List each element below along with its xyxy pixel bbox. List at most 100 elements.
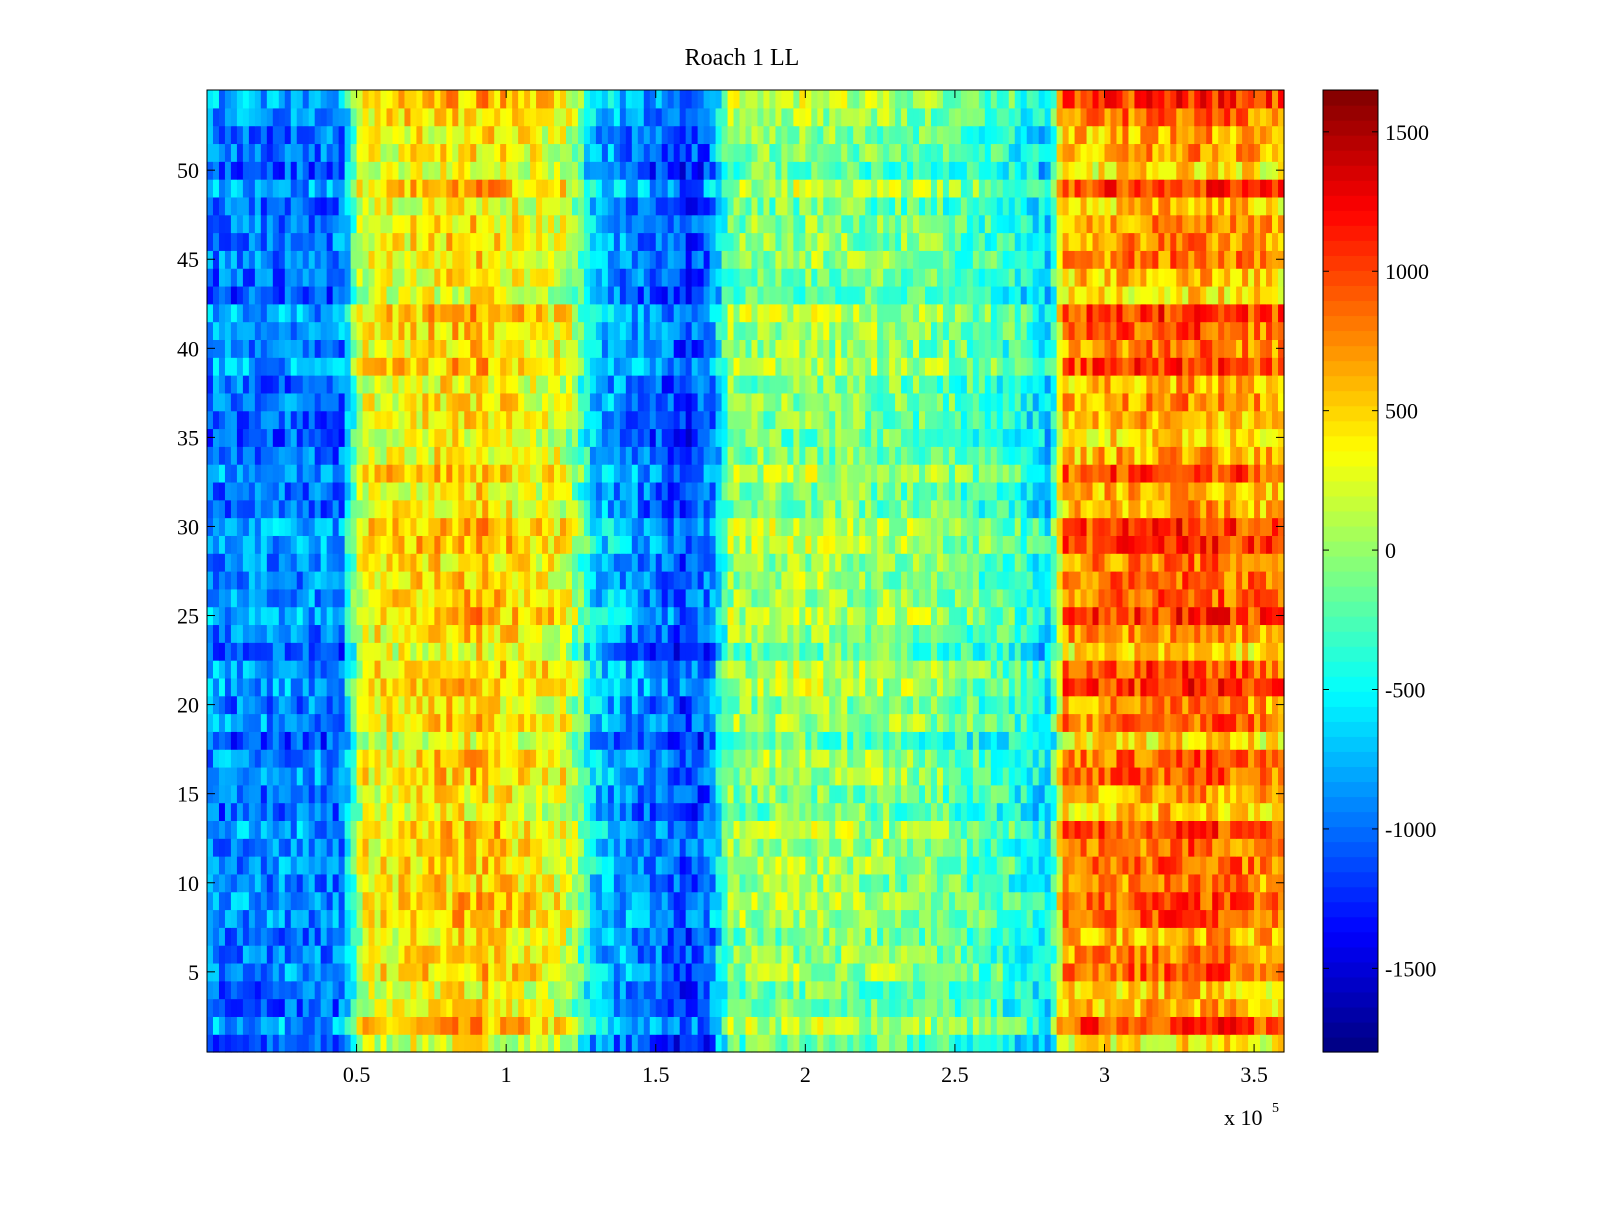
- heatmap-cell: [631, 873, 639, 893]
- heatmap-cell: [1008, 606, 1016, 626]
- heatmap-cell: [859, 731, 866, 750]
- heatmap-cell: [488, 1034, 495, 1053]
- heatmap-cell: [1026, 980, 1034, 1000]
- heatmap-cell: [942, 1016, 950, 1035]
- heatmap-cell: [877, 766, 884, 786]
- heatmap-cell: [212, 962, 220, 982]
- heatmap-cell: [1206, 624, 1213, 643]
- heatmap-cell: [661, 838, 669, 857]
- heatmap-cell: [230, 962, 238, 982]
- heatmap-cell: [960, 891, 968, 911]
- heatmap-cell: [422, 856, 429, 875]
- heatmap-cell: [1032, 873, 1040, 893]
- heatmap-cell: [703, 891, 711, 911]
- heatmap-cell: [1218, 731, 1225, 750]
- heatmap-cell: [470, 909, 477, 928]
- heatmap-cell: [224, 660, 232, 679]
- heatmap-cell: [871, 624, 878, 643]
- heatmap-cell: [817, 1016, 824, 1035]
- heatmap-cell: [326, 927, 334, 946]
- heatmap-cell: [960, 945, 968, 964]
- heatmap-cell: [1152, 891, 1159, 911]
- heatmap-cell: [990, 927, 998, 946]
- heatmap-cell: [1146, 606, 1153, 626]
- heatmap-cell: [901, 980, 908, 1000]
- heatmap-cell: [942, 998, 950, 1017]
- heatmap-cell: [853, 1034, 860, 1053]
- heatmap-cell: [757, 1034, 765, 1053]
- heatmap-cell: [751, 909, 759, 928]
- heatmap-cell: [679, 998, 687, 1017]
- heatmap-cell: [554, 606, 561, 626]
- heatmap-cell: [577, 606, 585, 626]
- heatmap-cell: [482, 1034, 489, 1053]
- heatmap-cell: [960, 1034, 968, 1053]
- heatmap-cell: [673, 802, 681, 821]
- heatmap-cell: [1140, 571, 1147, 590]
- heatmap-cell: [757, 962, 765, 982]
- heatmap-cell: [1206, 802, 1213, 821]
- heatmap-cell: [673, 588, 681, 608]
- heatmap-cell: [703, 1016, 711, 1035]
- heatmap-cell: [392, 766, 400, 786]
- heatmap-cell: [1098, 945, 1106, 964]
- heatmap-cell: [332, 588, 340, 608]
- heatmap-cell: [901, 962, 908, 982]
- heatmap-cell: [1194, 1034, 1201, 1053]
- heatmap-cell: [913, 553, 920, 572]
- heatmap-cell: [344, 660, 352, 679]
- heatmap-cell: [613, 695, 621, 715]
- heatmap-cell: [500, 784, 507, 804]
- heatmap-cell: [625, 1016, 633, 1035]
- heatmap-cell: [1134, 642, 1141, 661]
- heatmap-cell: [1272, 695, 1279, 715]
- heatmap-cell: [1146, 891, 1153, 911]
- heatmap-cell: [751, 838, 759, 857]
- heatmap-cell: [302, 1016, 310, 1035]
- heatmap-cell: [1164, 1034, 1171, 1053]
- heatmap-cell: [512, 891, 519, 911]
- heatmap-cell: [554, 1016, 561, 1035]
- heatmap-cell: [1260, 1016, 1267, 1035]
- heatmap-cell: [458, 766, 465, 786]
- heatmap-cell: [422, 909, 429, 928]
- heatmap-cell: [470, 873, 477, 893]
- heatmap-cell: [571, 588, 579, 608]
- heatmap-cell: [1068, 980, 1076, 1000]
- heatmap-cell: [1038, 660, 1046, 679]
- heatmap-cell: [488, 784, 495, 804]
- heatmap-cell: [1188, 909, 1195, 928]
- heatmap-cell: [745, 588, 753, 608]
- heatmap-cell: [853, 962, 860, 982]
- heatmap-cell: [715, 766, 723, 786]
- heatmap-cell: [1266, 713, 1273, 732]
- heatmap-cell: [709, 695, 717, 715]
- heatmap-cell: [757, 998, 765, 1017]
- heatmap-cell: [207, 624, 214, 643]
- heatmap-cell: [368, 695, 376, 715]
- heatmap-cell: [428, 642, 435, 661]
- heatmap-cell: [1092, 606, 1100, 626]
- heatmap-cell: [1008, 695, 1016, 715]
- heatmap-cell: [434, 998, 441, 1017]
- heatmap-cell: [338, 980, 346, 1000]
- heatmap-cell: [380, 713, 388, 732]
- heatmap-cell: [212, 695, 220, 715]
- heatmap-cell: [793, 677, 800, 697]
- heatmap-cell: [1194, 838, 1201, 857]
- heatmap-cell: [942, 553, 950, 572]
- heatmap-cell: [380, 856, 388, 875]
- heatmap-cell: [338, 713, 346, 732]
- heatmap-cell: [512, 606, 519, 626]
- heatmap-cell: [936, 802, 944, 821]
- heatmap-cell: [1182, 677, 1189, 697]
- heatmap-cell: [1098, 980, 1106, 1000]
- heatmap-cell: [1038, 909, 1046, 928]
- heatmap-cell: [883, 802, 890, 821]
- heatmap-cell: [302, 838, 310, 857]
- heatmap-cell: [1116, 784, 1124, 804]
- heatmap-cell: [470, 927, 477, 946]
- heatmap-cell: [1230, 660, 1237, 679]
- heatmap-cell: [619, 784, 627, 804]
- heatmap-cell: [739, 695, 747, 715]
